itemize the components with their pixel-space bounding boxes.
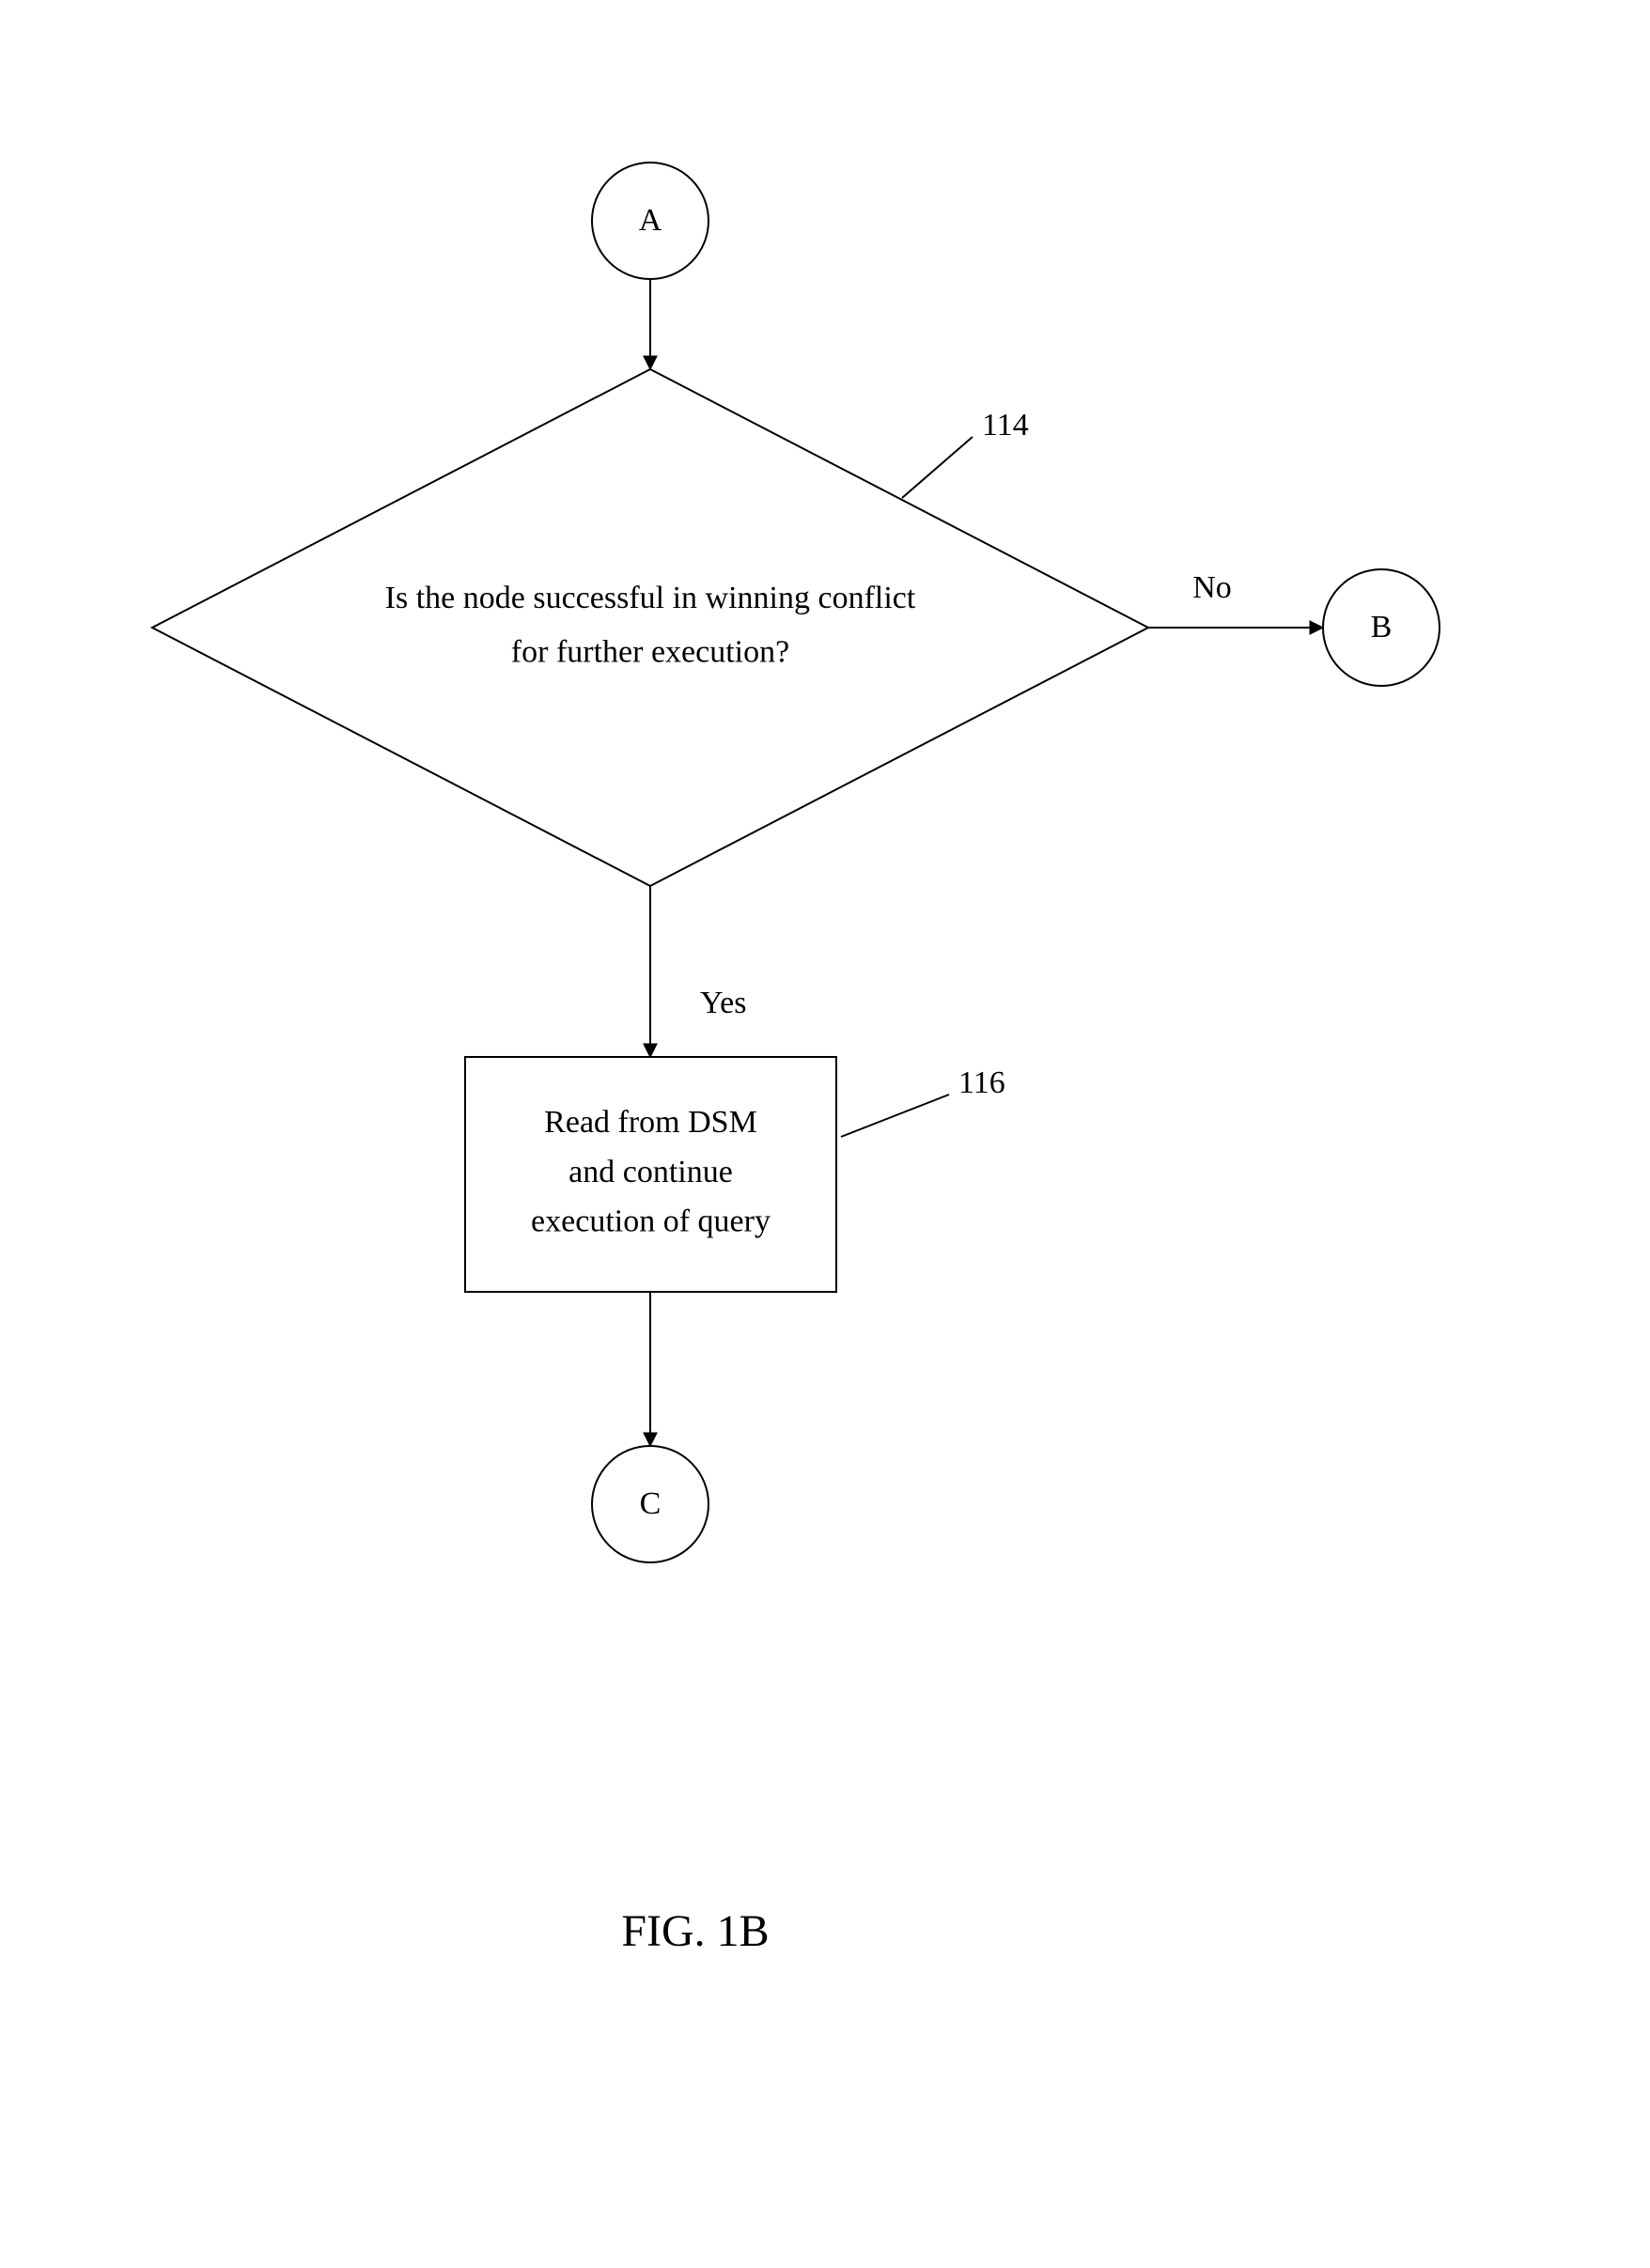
ref-leader (902, 437, 973, 498)
ref-number: 116 (958, 1065, 1005, 1100)
connector-label: B (1371, 610, 1393, 645)
process-text: Read from DSM (544, 1105, 757, 1140)
process-text: and continue (568, 1155, 733, 1189)
decision-114 (152, 369, 1148, 886)
figure-caption: FIG. 1B (621, 1906, 769, 1956)
connector-label: C (640, 1486, 662, 1521)
ref-number: 114 (982, 408, 1029, 443)
edge-label: No (1192, 570, 1232, 605)
decision-text: for further execution? (511, 635, 789, 670)
decision-text: Is the node successful in winning confli… (385, 581, 916, 615)
ref-leader (841, 1095, 949, 1137)
connector-label: A (639, 203, 662, 238)
process-text: execution of query (531, 1204, 771, 1238)
flowchart-canvas: A B C Is the node successful in winning con… (0, 0, 1650, 2268)
edge-label: Yes (700, 986, 746, 1020)
